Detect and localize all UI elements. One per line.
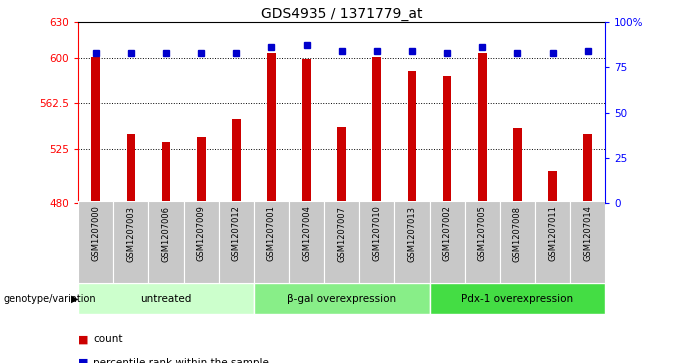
Bar (430, 283, 605, 314)
Bar (570, 201, 605, 283)
Text: β-gal overexpression: β-gal overexpression (287, 294, 396, 303)
Bar (583, 134, 592, 203)
Bar (407, 72, 416, 203)
Bar (359, 201, 394, 283)
Bar (500, 201, 535, 283)
Bar (219, 201, 254, 283)
Text: ■: ■ (78, 334, 88, 344)
Text: GSM1207012: GSM1207012 (232, 205, 241, 261)
Text: GSM1207002: GSM1207002 (443, 205, 452, 261)
Text: GSM1207014: GSM1207014 (583, 205, 592, 261)
Text: GSM1207000: GSM1207000 (91, 205, 100, 261)
Bar (78, 283, 254, 314)
Bar (197, 137, 205, 203)
Text: count: count (93, 334, 122, 344)
Text: ■: ■ (78, 358, 88, 363)
Bar (373, 57, 381, 203)
Bar (337, 127, 346, 203)
Bar (254, 201, 289, 283)
Bar (232, 119, 241, 203)
Title: GDS4935 / 1371779_at: GDS4935 / 1371779_at (261, 7, 422, 21)
Text: GSM1207007: GSM1207007 (337, 205, 346, 262)
Text: Pdx-1 overexpression: Pdx-1 overexpression (461, 294, 573, 303)
Text: ▶: ▶ (71, 294, 78, 303)
Bar (148, 201, 184, 283)
Bar (535, 201, 570, 283)
Bar (443, 76, 452, 203)
Text: percentile rank within the sample: percentile rank within the sample (93, 358, 269, 363)
Bar (126, 134, 135, 203)
Bar (267, 53, 276, 203)
Text: GSM1207001: GSM1207001 (267, 205, 276, 261)
Bar (289, 201, 324, 283)
Text: GSM1207006: GSM1207006 (162, 205, 171, 262)
Text: GSM1207005: GSM1207005 (478, 205, 487, 261)
Bar (254, 283, 430, 314)
Bar (78, 201, 114, 283)
Bar (184, 201, 219, 283)
Text: GSM1207011: GSM1207011 (548, 205, 557, 261)
Bar (548, 171, 557, 203)
Bar (464, 201, 500, 283)
Bar (478, 53, 487, 203)
Text: GSM1207004: GSM1207004 (302, 205, 311, 261)
Bar (162, 142, 171, 203)
Bar (513, 128, 522, 203)
Bar (324, 201, 359, 283)
Bar (114, 201, 148, 283)
Text: untreated: untreated (140, 294, 192, 303)
Text: GSM1207008: GSM1207008 (513, 205, 522, 262)
Bar (430, 201, 464, 283)
Text: GSM1207003: GSM1207003 (126, 205, 135, 262)
Text: GSM1207010: GSM1207010 (373, 205, 381, 261)
Text: GSM1207013: GSM1207013 (407, 205, 416, 262)
Text: genotype/variation: genotype/variation (3, 294, 96, 303)
Text: GSM1207009: GSM1207009 (197, 205, 205, 261)
Bar (394, 201, 430, 283)
Bar (91, 57, 100, 203)
Bar (302, 59, 311, 203)
